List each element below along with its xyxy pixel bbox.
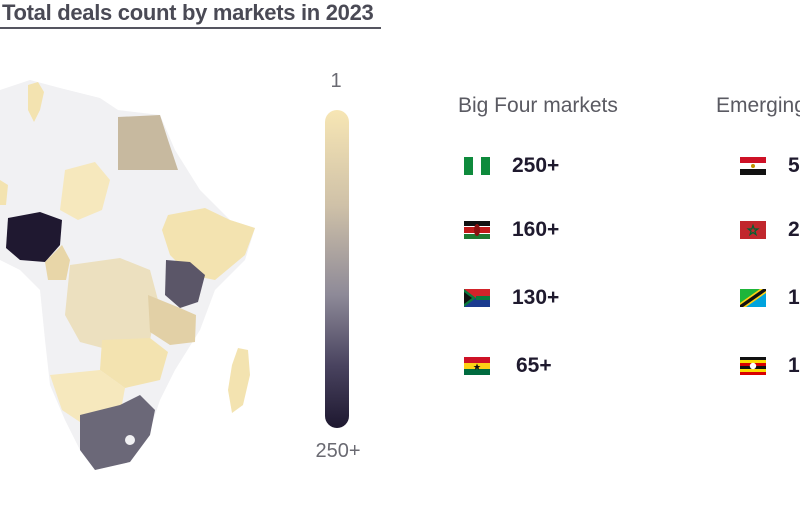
value-label: 15 (788, 286, 800, 309)
list-item: 55 (740, 154, 800, 178)
region-angola (100, 338, 168, 388)
list-item: 65+ (464, 354, 552, 378)
value-label: 25 (788, 218, 800, 241)
value-label: 160+ (512, 218, 560, 241)
region-west-tip (0, 180, 8, 205)
list-item: 160+ (464, 218, 559, 242)
scale-top-label: 1 (330, 70, 342, 92)
region-egypt (118, 115, 178, 170)
region-lesotho (125, 435, 135, 445)
region-south-africa (80, 395, 155, 470)
ghana-flag-icon (464, 357, 490, 375)
nigeria-flag-icon (464, 157, 490, 175)
tanzania-flag-icon (740, 289, 766, 307)
morocco-flag-icon (740, 221, 766, 239)
value-label: 250+ (512, 154, 560, 177)
value-label: 15 (788, 354, 800, 377)
africa-map (0, 80, 255, 470)
region-cameroon (45, 245, 70, 280)
egypt-flag-icon (740, 157, 766, 175)
title-underline (0, 27, 381, 29)
value-label: 130+ (512, 286, 560, 309)
group-title-emerging: Emerging (716, 94, 800, 117)
list-item: 130+ (464, 286, 559, 310)
region-tanzania (148, 295, 196, 345)
scale-bottom-label: 250+ (315, 440, 361, 462)
region-tunisia (28, 82, 44, 122)
chart-title: Total deals count by markets in 2023 (2, 0, 374, 25)
region-central (65, 258, 158, 350)
group-title-big-four: Big Four markets (458, 94, 618, 117)
color-scale-bar (325, 110, 349, 428)
value-label: 65+ (516, 354, 552, 377)
region-madagascar (228, 348, 250, 413)
south-africa-flag-icon (464, 289, 490, 307)
list-item: 15 (740, 354, 800, 378)
value-label: 55 (788, 154, 800, 177)
list-item: 15 (740, 286, 800, 310)
region-kenya (165, 260, 205, 308)
region-niger (60, 162, 110, 220)
list-item: 250+ (464, 154, 559, 178)
uganda-flag-icon (740, 357, 766, 375)
kenya-flag-icon (464, 221, 490, 239)
region-nigeria (6, 212, 62, 262)
list-item: 25 (740, 218, 800, 242)
